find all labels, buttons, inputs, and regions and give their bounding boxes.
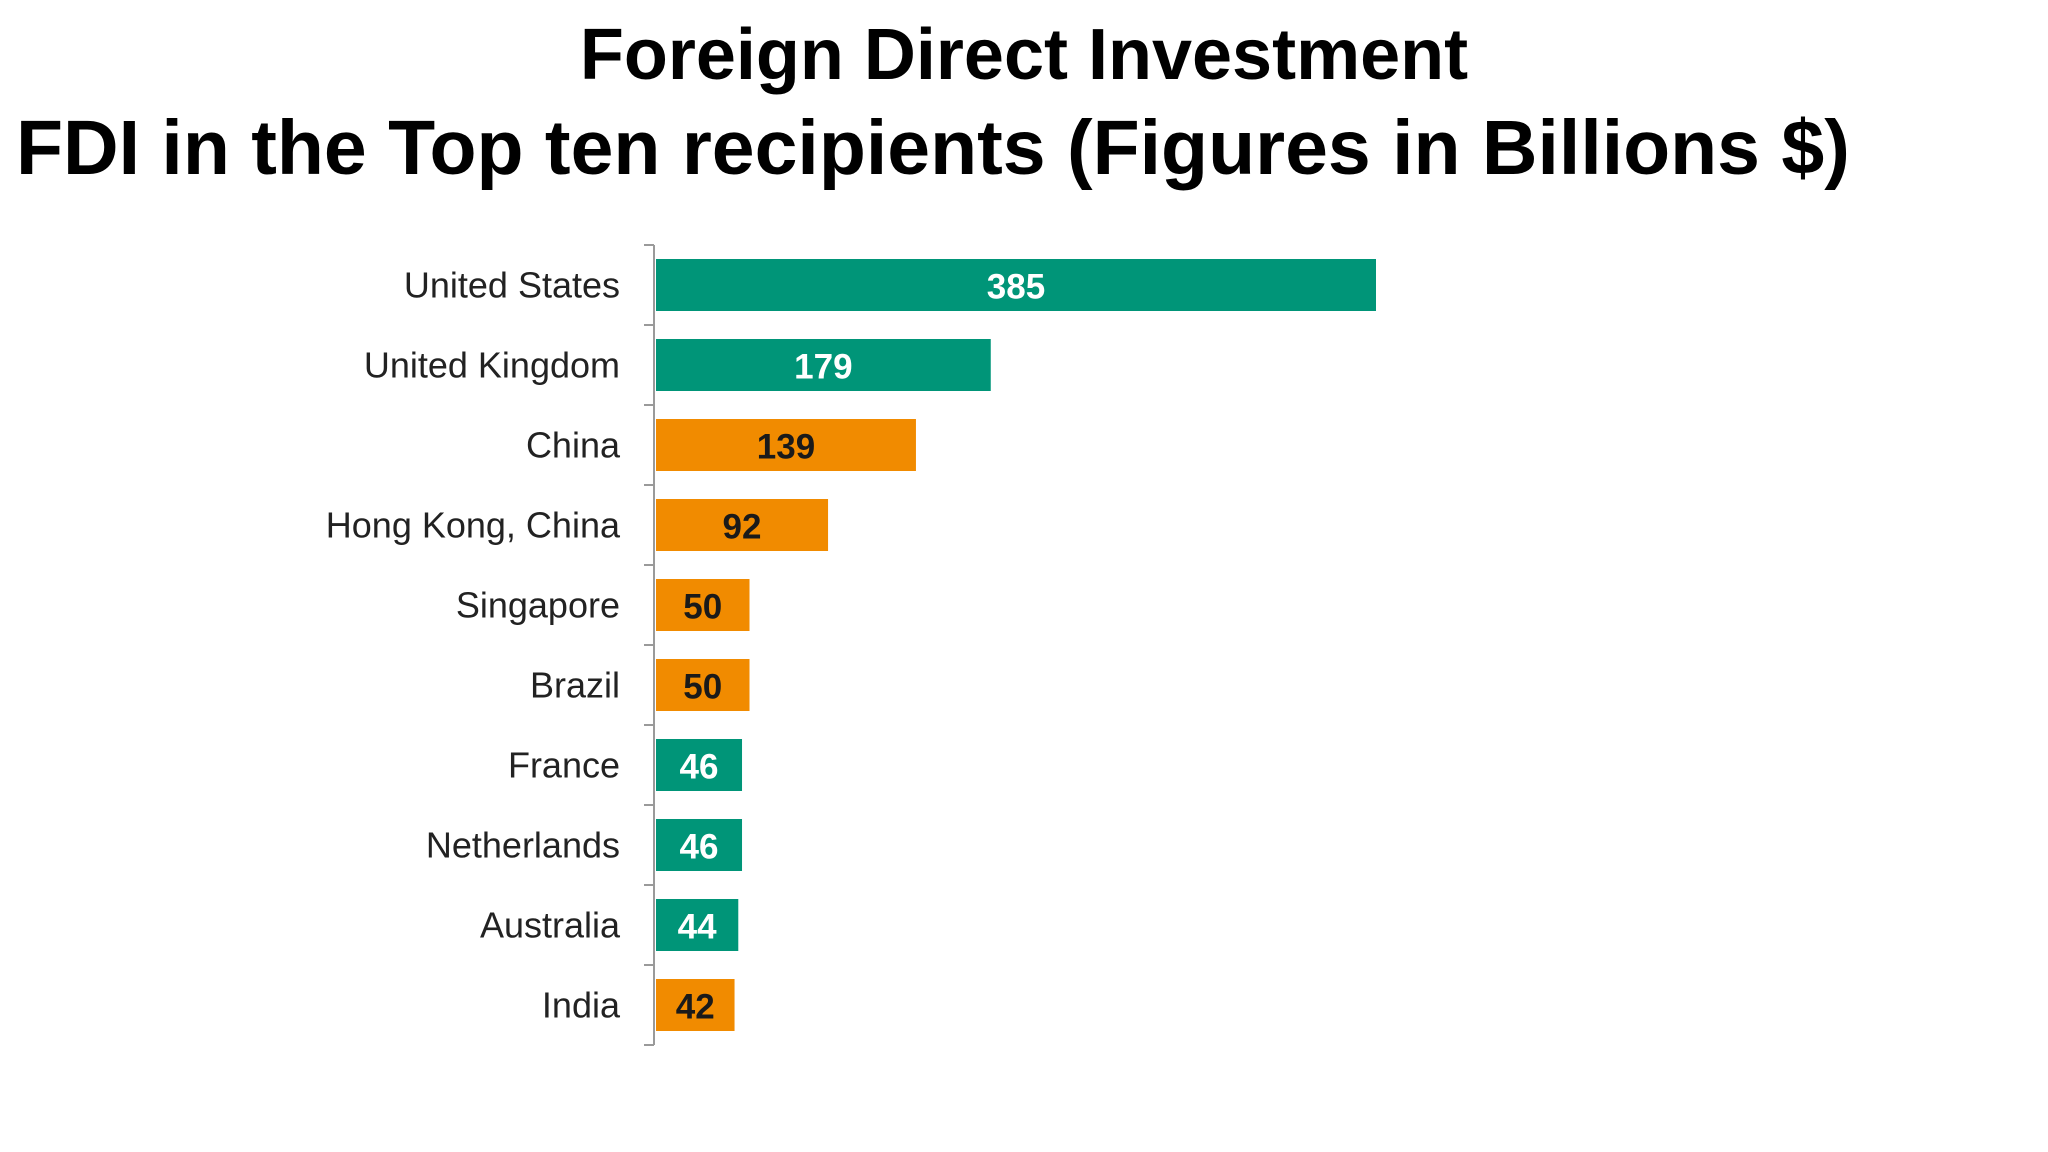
bar xyxy=(656,899,739,951)
category-label: Brazil xyxy=(530,665,620,706)
value-label: 50 xyxy=(683,668,722,707)
value-label: 179 xyxy=(794,348,852,387)
bar xyxy=(656,419,916,471)
value-label: 44 xyxy=(678,908,717,947)
value-label: 46 xyxy=(680,748,719,787)
bar xyxy=(656,259,1376,311)
value-label: 139 xyxy=(757,428,815,467)
category-label: India xyxy=(542,985,621,1026)
value-label: 50 xyxy=(683,588,722,627)
bars-layer: United States 385 United Kingdom 179 China 13… xyxy=(326,244,1376,1046)
value-label: 92 xyxy=(723,508,762,547)
chart-title: Foreign Direct Investment xyxy=(579,15,1469,95)
value-label: 42 xyxy=(676,988,715,1027)
bar xyxy=(656,499,829,551)
category-label: United States xyxy=(404,265,620,306)
value-label: 46 xyxy=(680,828,719,867)
category-label: Australia xyxy=(480,905,621,946)
category-label: Netherlands xyxy=(426,825,620,866)
category-label: China xyxy=(526,425,621,466)
category-label: France xyxy=(508,745,620,786)
category-label: United Kingdom xyxy=(364,345,620,386)
category-label: Singapore xyxy=(456,585,620,626)
bar xyxy=(656,659,750,711)
bar xyxy=(656,819,743,871)
bar xyxy=(656,739,743,791)
bar xyxy=(656,979,735,1031)
bar xyxy=(656,339,991,391)
category-label: Hong Kong, China xyxy=(326,505,621,546)
chart-subtitle: FDI in the Top ten recipients (Figures i… xyxy=(16,105,1850,191)
value-label: 385 xyxy=(987,268,1045,307)
bar xyxy=(656,579,750,631)
